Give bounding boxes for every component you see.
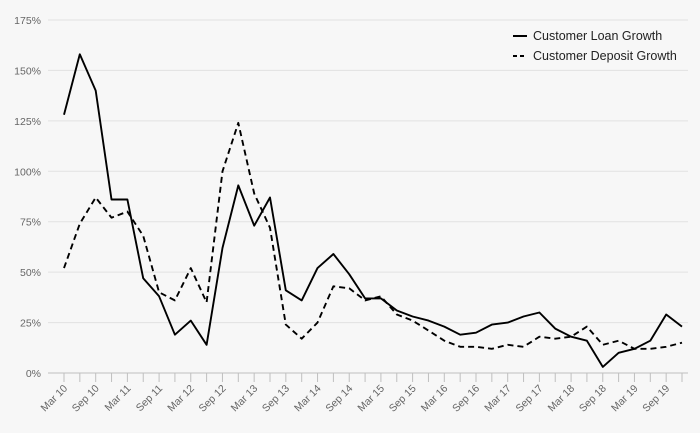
y-tick-label: 150% [14, 65, 41, 77]
x-tick-label: Mar 16 [419, 383, 451, 415]
x-tick-label: Sep 11 [134, 383, 166, 415]
x-tick-label: Mar 19 [609, 383, 641, 415]
y-tick-label: 25% [20, 318, 41, 330]
legend-label: Customer Deposit Growth [533, 49, 677, 63]
y-tick-label: 100% [14, 166, 41, 178]
series-line-customer-deposit-growth [63, 121, 683, 350]
x-tick-label: Sep 16 [450, 383, 482, 415]
x-tick-label: Mar 10 [39, 383, 71, 415]
x-tick-label: Mar 17 [482, 383, 514, 415]
x-tick-label: Mar 18 [546, 383, 578, 415]
x-tick-label: Sep 13 [260, 383, 292, 415]
series-layer [63, 53, 683, 368]
x-tick-label: Sep 15 [387, 383, 419, 415]
x-tick-label: Mar 15 [355, 383, 387, 415]
y-tick-label: 50% [20, 267, 41, 279]
grid-layer [48, 19, 688, 324]
x-tick-label: Sep 10 [70, 383, 102, 415]
x-tick-label: Mar 12 [165, 383, 197, 415]
x-tick-label: Sep 12 [197, 383, 229, 415]
y-tick-label: 175% [14, 15, 41, 27]
axis-layer: 0%25%50%75%100%125%150%175%Mar 10 Sep 10 M… [14, 15, 688, 415]
series-line-customer-loan-growth [63, 53, 683, 368]
legend: Customer Loan Growth Customer Deposit Gro… [513, 29, 677, 63]
x-tick-label: Mar 13 [229, 383, 261, 415]
x-tick-label: Sep 19 [640, 383, 672, 415]
x-tick-label: Sep 18 [577, 383, 609, 415]
x-tick-label: Sep 17 [513, 383, 545, 415]
y-tick-label: 75% [20, 217, 41, 229]
y-tick-label: 0% [26, 368, 41, 380]
legend-label: Customer Loan Growth [533, 29, 662, 43]
x-tick-label: Sep 14 [323, 383, 355, 415]
x-tick-label: Mar 11 [102, 383, 133, 414]
x-tick-label: Mar 14 [292, 383, 324, 415]
y-tick-label: 125% [14, 116, 41, 128]
